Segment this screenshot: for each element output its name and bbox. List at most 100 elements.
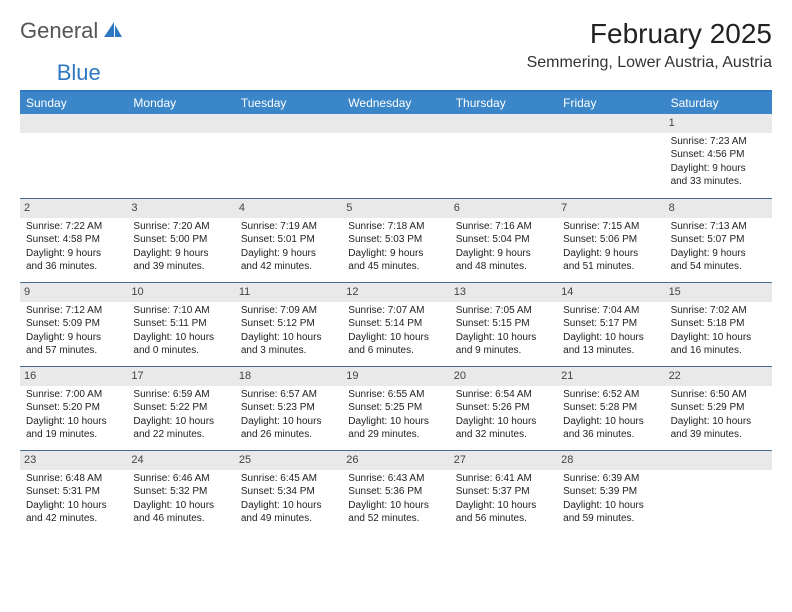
- empty-day-bar: [127, 114, 234, 133]
- empty-day-bar: [450, 114, 557, 133]
- day-detail-line: Sunrise: 7:00 AM: [26, 388, 121, 402]
- day-number: 15: [665, 282, 772, 302]
- day-cell: [557, 114, 664, 198]
- day-cell: 21Sunrise: 6:52 AMSunset: 5:28 PMDayligh…: [557, 366, 664, 450]
- day-detail-line: Daylight: 9 hours: [456, 247, 551, 261]
- weekday-tuesday: Tuesday: [235, 92, 342, 114]
- weekday-wednesday: Wednesday: [342, 92, 449, 114]
- day-detail-line: Sunrise: 6:57 AM: [241, 388, 336, 402]
- day-number: 24: [127, 450, 234, 470]
- day-detail-line: Sunrise: 6:52 AM: [563, 388, 658, 402]
- day-detail-line: and 57 minutes.: [26, 344, 121, 358]
- day-details: Sunrise: 7:19 AMSunset: 5:01 PMDaylight:…: [239, 220, 338, 274]
- day-detail-line: Daylight: 10 hours: [348, 331, 443, 345]
- logo: General: [20, 18, 128, 44]
- day-number: 23: [20, 450, 127, 470]
- day-detail-line: Daylight: 9 hours: [671, 247, 766, 261]
- weekday-header-row: Sunday Monday Tuesday Wednesday Thursday…: [20, 92, 772, 114]
- day-cell: 5Sunrise: 7:18 AMSunset: 5:03 PMDaylight…: [342, 198, 449, 282]
- day-detail-line: Sunrise: 7:16 AM: [456, 220, 551, 234]
- weekday-sunday: Sunday: [20, 92, 127, 114]
- day-number: 7: [557, 198, 664, 218]
- day-detail-line: Daylight: 10 hours: [563, 415, 658, 429]
- day-detail-line: and 22 minutes.: [133, 428, 228, 442]
- day-cell: [235, 114, 342, 198]
- day-number: 1: [665, 114, 772, 133]
- day-detail-line: Sunrise: 7:07 AM: [348, 304, 443, 318]
- day-cell: 18Sunrise: 6:57 AMSunset: 5:23 PMDayligh…: [235, 366, 342, 450]
- day-detail-line: and 16 minutes.: [671, 344, 766, 358]
- day-detail-line: and 29 minutes.: [348, 428, 443, 442]
- day-detail-line: Sunset: 5:07 PM: [671, 233, 766, 247]
- day-cell: 19Sunrise: 6:55 AMSunset: 5:25 PMDayligh…: [342, 366, 449, 450]
- day-number: 10: [127, 282, 234, 302]
- day-cell: 16Sunrise: 7:00 AMSunset: 5:20 PMDayligh…: [20, 366, 127, 450]
- day-details: Sunrise: 6:45 AMSunset: 5:34 PMDaylight:…: [239, 472, 338, 526]
- day-number: 6: [450, 198, 557, 218]
- day-detail-line: and 51 minutes.: [563, 260, 658, 274]
- day-detail-line: Sunrise: 7:02 AM: [671, 304, 766, 318]
- day-detail-line: Sunrise: 7:12 AM: [26, 304, 121, 318]
- day-detail-line: Sunrise: 6:39 AM: [563, 472, 658, 486]
- logo-text-general: General: [20, 18, 98, 44]
- empty-day-bar: [342, 114, 449, 133]
- day-details: Sunrise: 7:07 AMSunset: 5:14 PMDaylight:…: [346, 304, 445, 358]
- day-cell: 13Sunrise: 7:05 AMSunset: 5:15 PMDayligh…: [450, 282, 557, 366]
- day-details: Sunrise: 6:59 AMSunset: 5:22 PMDaylight:…: [131, 388, 230, 442]
- day-detail-line: Daylight: 10 hours: [563, 499, 658, 513]
- day-number: 13: [450, 282, 557, 302]
- day-details: Sunrise: 6:41 AMSunset: 5:37 PMDaylight:…: [454, 472, 553, 526]
- day-number: 20: [450, 366, 557, 386]
- day-detail-line: Sunset: 5:32 PM: [133, 485, 228, 499]
- day-cell: 2Sunrise: 7:22 AMSunset: 4:58 PMDaylight…: [20, 198, 127, 282]
- day-detail-line: Sunset: 5:06 PM: [563, 233, 658, 247]
- day-cell: [20, 114, 127, 198]
- day-cell: [342, 114, 449, 198]
- day-number: 25: [235, 450, 342, 470]
- day-details: Sunrise: 7:05 AMSunset: 5:15 PMDaylight:…: [454, 304, 553, 358]
- day-detail-line: Daylight: 10 hours: [563, 331, 658, 345]
- day-cell: 10Sunrise: 7:10 AMSunset: 5:11 PMDayligh…: [127, 282, 234, 366]
- day-detail-line: Sunset: 5:28 PM: [563, 401, 658, 415]
- day-details: Sunrise: 7:16 AMSunset: 5:04 PMDaylight:…: [454, 220, 553, 274]
- day-details: Sunrise: 7:12 AMSunset: 5:09 PMDaylight:…: [24, 304, 123, 358]
- day-details: Sunrise: 7:23 AMSunset: 4:56 PMDaylight:…: [669, 135, 768, 189]
- day-cell: 8 Sunrise: 7:13 AMSunset: 5:07 PMDaylight…: [665, 198, 772, 282]
- day-detail-line: and 49 minutes.: [241, 512, 336, 526]
- day-detail-line: and 59 minutes.: [563, 512, 658, 526]
- day-detail-line: Sunset: 5:31 PM: [26, 485, 121, 499]
- day-detail-line: and 33 minutes.: [671, 175, 766, 189]
- weekday-saturday: Saturday: [665, 92, 772, 114]
- day-cell: 12Sunrise: 7:07 AMSunset: 5:14 PMDayligh…: [342, 282, 449, 366]
- day-cell: 23Sunrise: 6:48 AMSunset: 5:31 PMDayligh…: [20, 450, 127, 534]
- day-number: 11: [235, 282, 342, 302]
- day-detail-line: Sunset: 5:03 PM: [348, 233, 443, 247]
- day-cell: 14Sunrise: 7:04 AMSunset: 5:17 PMDayligh…: [557, 282, 664, 366]
- day-number: 3: [127, 198, 234, 218]
- day-detail-line: Sunrise: 7:09 AM: [241, 304, 336, 318]
- day-details: Sunrise: 6:57 AMSunset: 5:23 PMDaylight:…: [239, 388, 338, 442]
- day-detail-line: Sunset: 5:09 PM: [26, 317, 121, 331]
- day-detail-line: Sunrise: 6:43 AM: [348, 472, 443, 486]
- day-detail-line: and 54 minutes.: [671, 260, 766, 274]
- day-detail-line: and 9 minutes.: [456, 344, 551, 358]
- day-detail-line: Sunset: 4:56 PM: [671, 148, 766, 162]
- day-cell: 4Sunrise: 7:19 AMSunset: 5:01 PMDaylight…: [235, 198, 342, 282]
- day-detail-line: Sunrise: 6:45 AM: [241, 472, 336, 486]
- day-details: Sunrise: 7:18 AMSunset: 5:03 PMDaylight:…: [346, 220, 445, 274]
- day-detail-line: Sunrise: 7:19 AM: [241, 220, 336, 234]
- day-number: 2: [20, 198, 127, 218]
- day-details: Sunrise: 7:00 AMSunset: 5:20 PMDaylight:…: [24, 388, 123, 442]
- day-detail-line: Daylight: 10 hours: [671, 415, 766, 429]
- day-detail-line: Sunrise: 7:13 AM: [671, 220, 766, 234]
- day-detail-line: Sunset: 4:58 PM: [26, 233, 121, 247]
- day-detail-line: Sunrise: 6:54 AM: [456, 388, 551, 402]
- day-detail-line: and 6 minutes.: [348, 344, 443, 358]
- logo-text-blue: Blue: [57, 60, 101, 86]
- day-cell: [665, 450, 772, 534]
- day-detail-line: Sunrise: 7:22 AM: [26, 220, 121, 234]
- day-detail-line: Sunrise: 6:46 AM: [133, 472, 228, 486]
- day-number: 8: [665, 198, 772, 218]
- day-detail-line: Daylight: 10 hours: [348, 415, 443, 429]
- day-detail-line: Daylight: 10 hours: [671, 331, 766, 345]
